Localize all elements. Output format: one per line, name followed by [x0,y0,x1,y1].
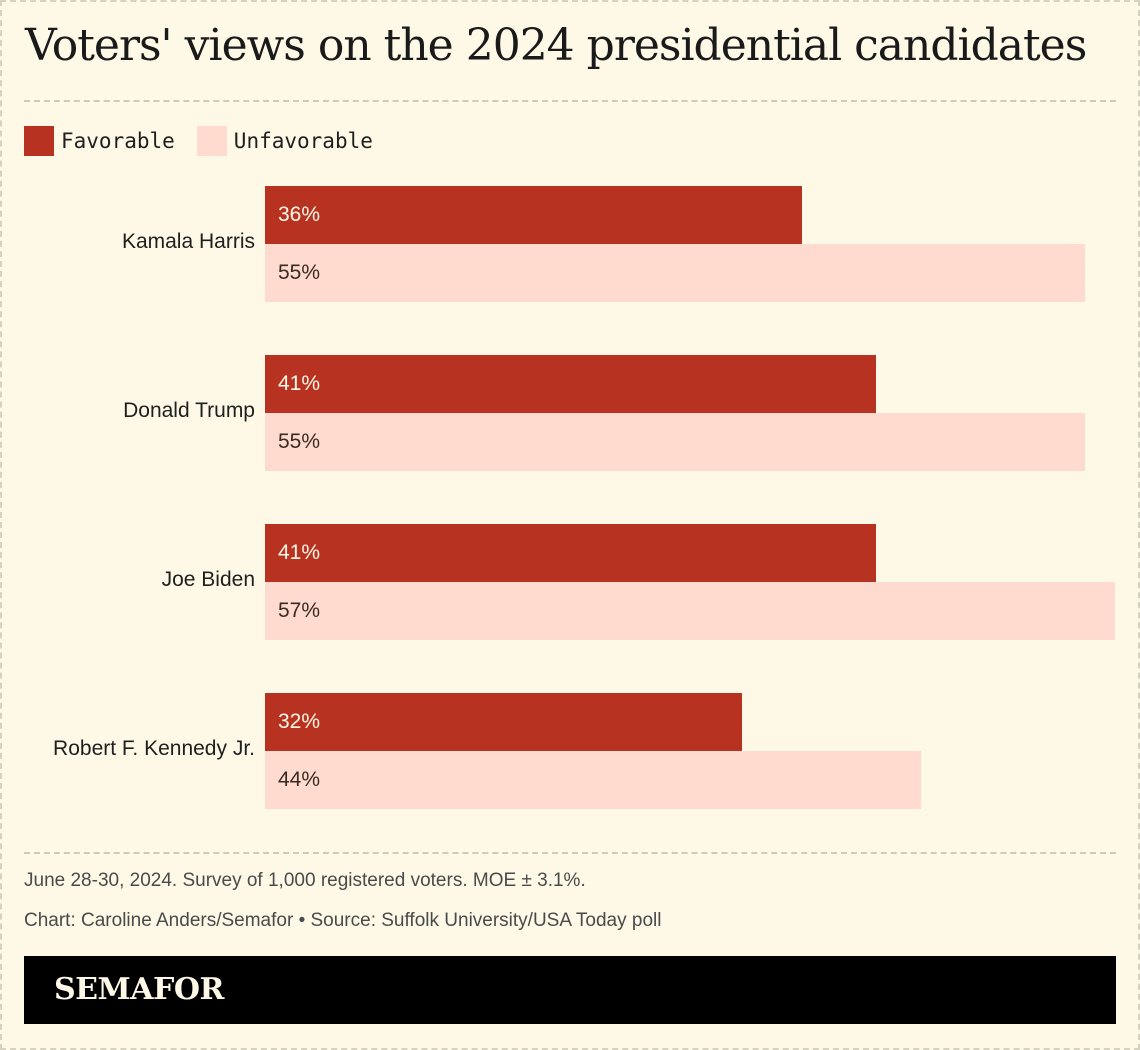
data-label-unfavorable-donald-trump: 55% [278,430,321,453]
source-credit: Chart: Caroline Anders/Semafor • Source:… [24,910,662,931]
category-label-donald-trump: Donald Trump [123,399,255,422]
bar-unfavorable-joe-biden: 57% [265,582,1115,640]
data-label-unfavorable-robert-f-kennedy-jr: 44% [278,768,321,791]
brand-logo: SEMAFOR [54,972,224,1007]
legend-swatch-unfavorable [196,126,227,156]
data-label-favorable-kamala-harris: 36% [278,203,321,226]
bar-favorable-donald-trump: 41% [265,355,876,413]
legend-label-unfavorable: Unfavorable [233,129,373,153]
chart-title: Voters' views on the 2024 presidential c… [25,20,1087,71]
bottom-divider [24,852,1116,854]
bar-unfavorable-robert-f-kennedy-jr: 44% [265,751,921,809]
legend-item-favorable: Favorable [24,126,175,156]
brand-footer: SEMAFOR [24,956,1116,1024]
bar-unfavorable-kamala-harris: 55% [265,244,1085,302]
bar-favorable-robert-f-kennedy-jr: 32% [265,693,742,751]
data-label-favorable-robert-f-kennedy-jr: 32% [278,710,321,733]
bar-favorable-joe-biden: 41% [265,524,876,582]
legend-swatch-favorable [24,126,54,156]
bar-favorable-kamala-harris: 36% [265,186,802,244]
bar-unfavorable-donald-trump: 55% [265,413,1085,471]
top-divider [24,100,1116,102]
legend: Favorable Unfavorable [24,126,395,156]
legend-item-unfavorable: Unfavorable [196,126,373,156]
category-label-kamala-harris: Kamala Harris [121,230,255,253]
category-label-robert-f-kennedy-jr: Robert F. Kennedy Jr. [53,737,255,760]
survey-note: June 28-30, 2024. Survey of 1,000 regist… [24,870,586,891]
category-label-joe-biden: Joe Biden [161,568,255,591]
data-label-favorable-joe-biden: 41% [278,541,321,564]
data-label-unfavorable-joe-biden: 57% [278,599,321,622]
legend-label-favorable: Favorable [61,129,175,153]
data-label-unfavorable-kamala-harris: 55% [278,261,321,284]
data-label-favorable-donald-trump: 41% [278,372,321,395]
